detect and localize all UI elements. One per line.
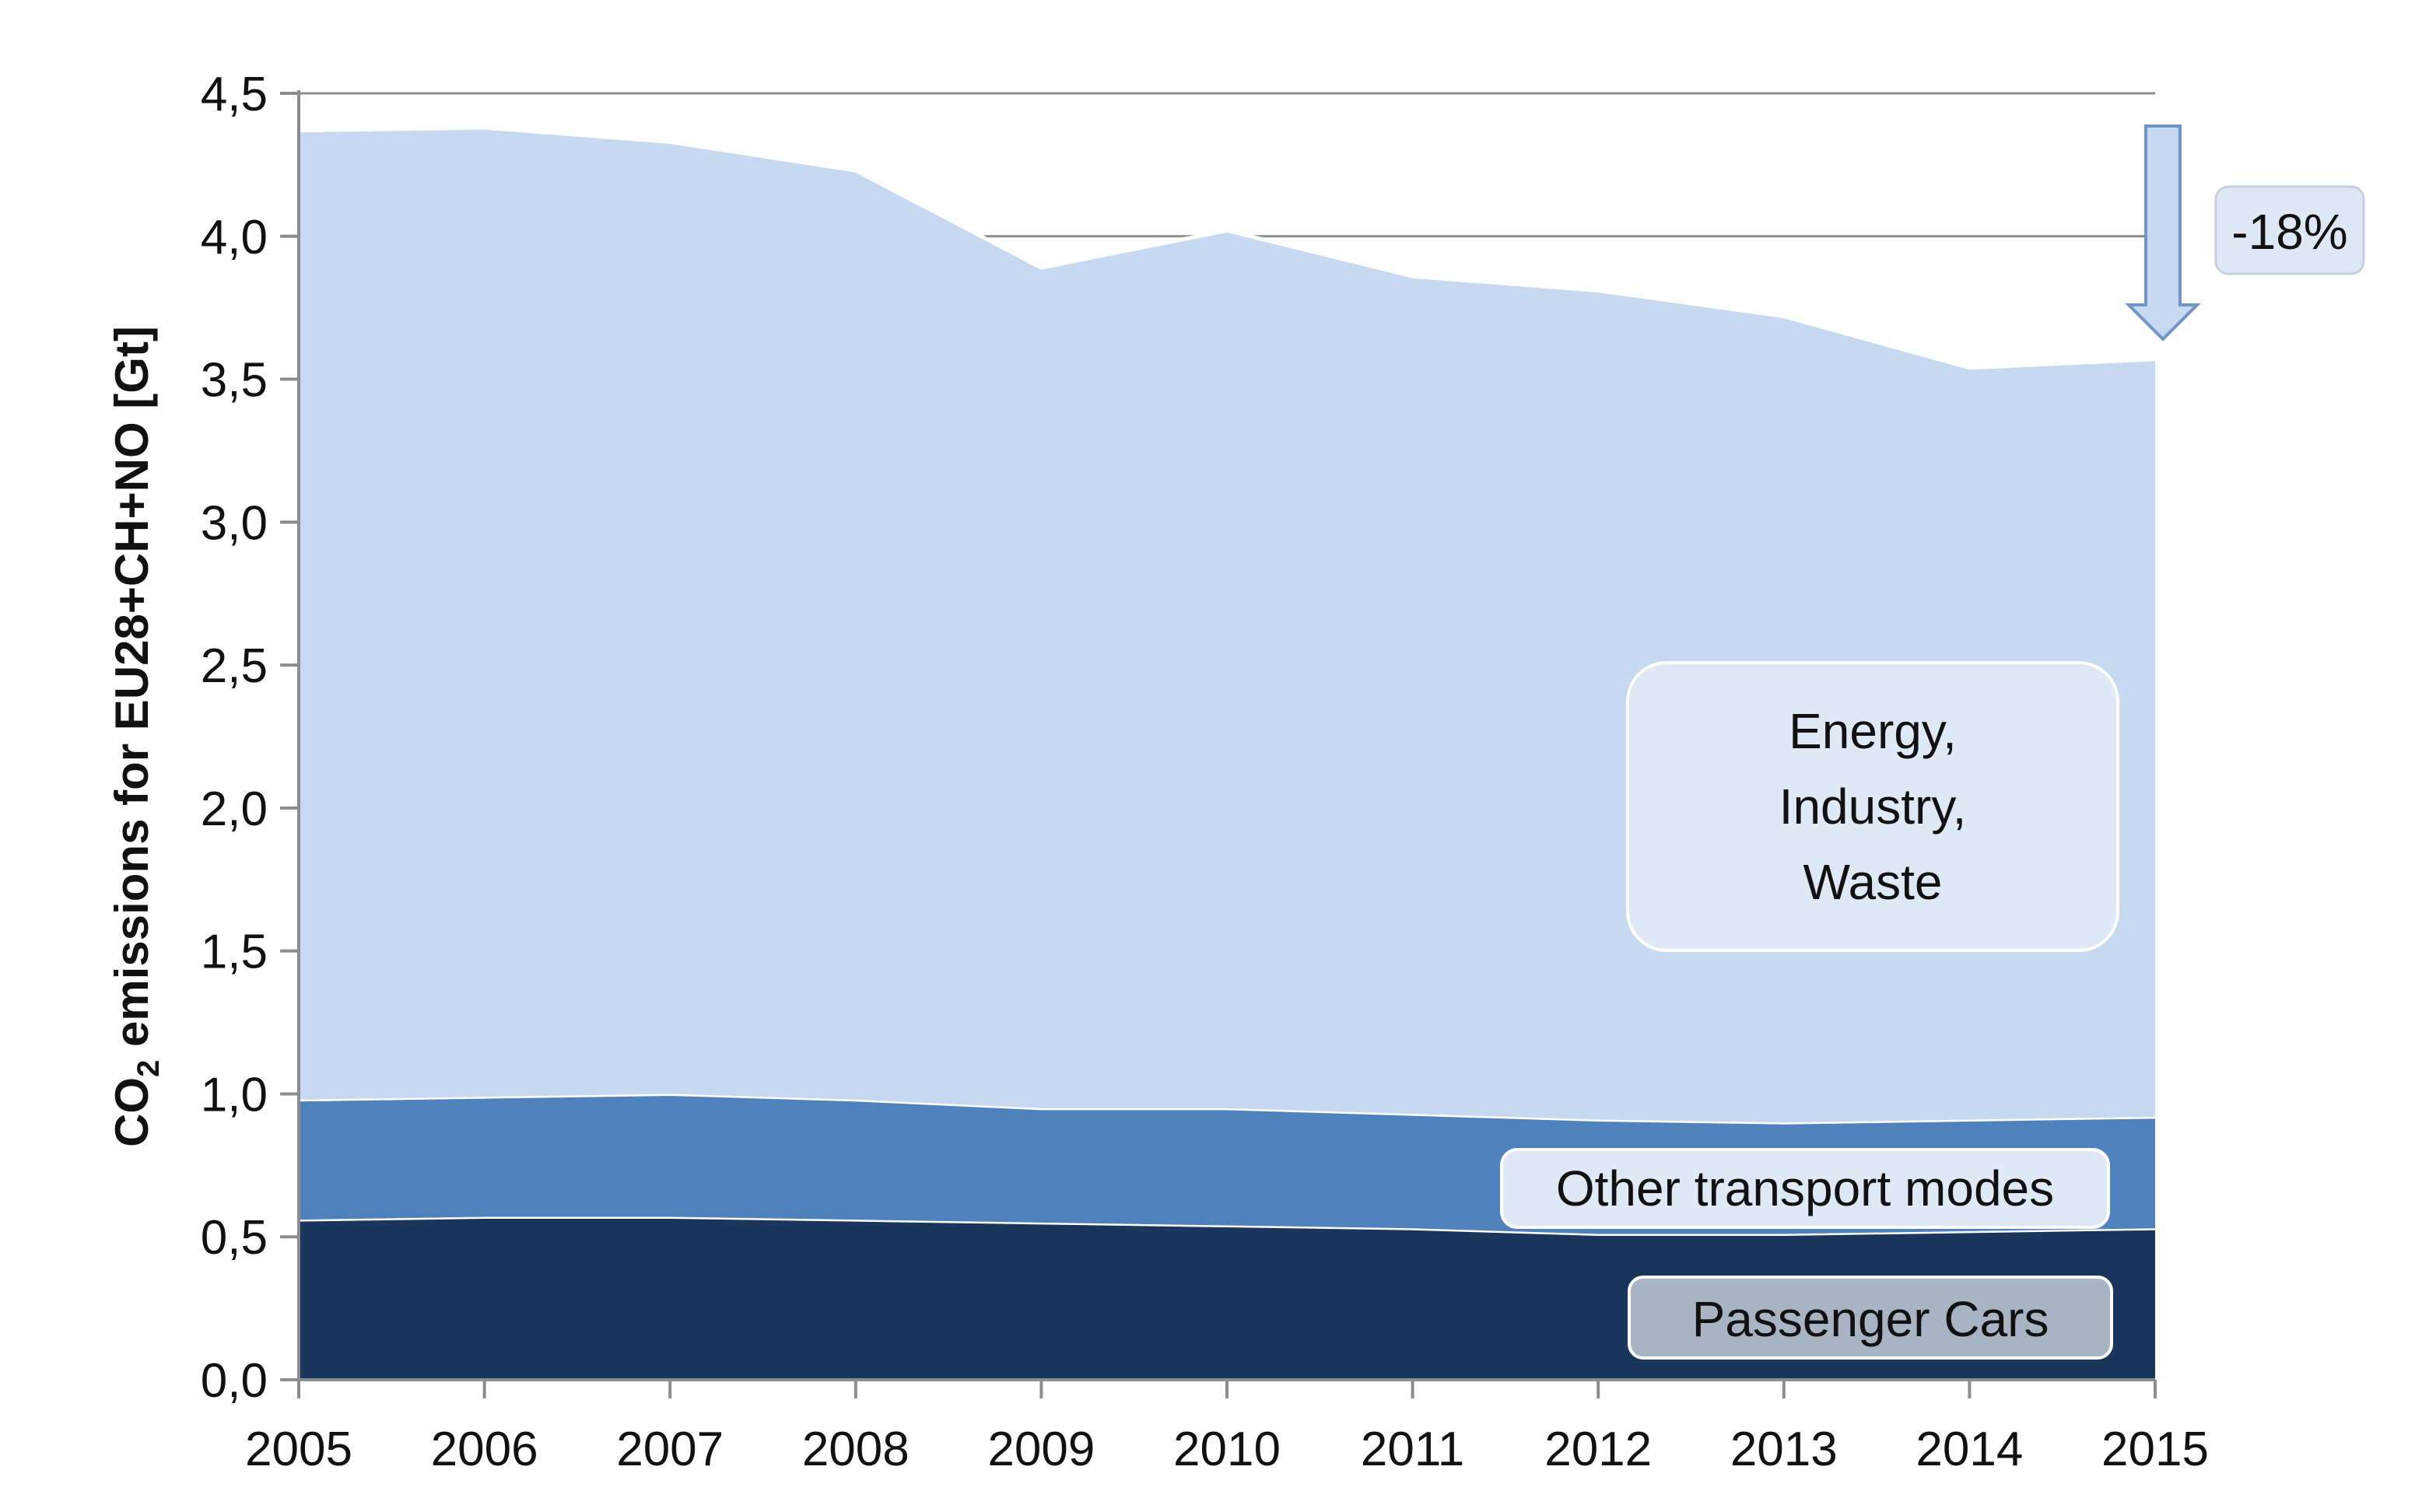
cars-label: Passenger Cars — [1692, 1291, 2049, 1347]
energy-label-line: Energy, — [1789, 703, 1957, 759]
x-tick-label: 2015 — [2101, 1423, 2209, 1476]
x-tick-label: 2014 — [1916, 1423, 2023, 1476]
y-tick-label: 0,0 — [201, 1354, 268, 1408]
energy-label-line: Industry, — [1779, 779, 1967, 835]
axes: 0,0 0,5 1,0 1,5 2,0 2,5 3,0 3,5 4,0 4,5 2005 2006 20… — [106, 68, 2209, 1476]
energy-label-box — [1626, 661, 2119, 952]
y-tick-label: 4,0 — [201, 211, 268, 264]
energy-label-line: Waste — [1803, 854, 1943, 910]
x-tick-label: 2008 — [802, 1423, 910, 1476]
y-tick-label: 3,0 — [201, 496, 268, 550]
down-arrow-icon — [2125, 124, 2201, 341]
x-tick-label: 2011 — [1361, 1423, 1464, 1476]
reduction-label: -18% — [2231, 204, 2347, 260]
area-edge-2 — [298, 125, 2156, 370]
x-tick-label: 2005 — [245, 1423, 352, 1476]
y-tick-label: 4,5 — [201, 68, 268, 121]
x-tick-label: 2007 — [616, 1423, 724, 1476]
other-label: Other transport modes — [1556, 1160, 2054, 1216]
cars-label-box — [1628, 1276, 2113, 1360]
y-tick-label: 2,0 — [201, 782, 268, 836]
x-tick-label: 2013 — [1730, 1423, 1838, 1476]
y-tick-label: 1,5 — [201, 926, 268, 979]
area-series-2 — [299, 128, 2155, 1123]
annotation: -18% — [2125, 124, 2365, 341]
y-tick-label: 2,5 — [201, 639, 268, 693]
reduction-badge — [2214, 185, 2365, 275]
series-labels: Energy, Industry, Waste Other transport mod… — [1500, 661, 2119, 1360]
x-tick-label: 2010 — [1173, 1423, 1281, 1476]
y-tick-label: 3,5 — [201, 354, 268, 408]
other-label-box — [1500, 1148, 2110, 1229]
y-tick-label: 1,0 — [201, 1068, 268, 1122]
y-tick-label: 0,5 — [201, 1211, 268, 1265]
y-axis-title: CO2 emissions for EU28+CH+NO [Gt] — [106, 326, 166, 1147]
x-tick-label: 2009 — [987, 1423, 1095, 1476]
x-tick-label: 2012 — [1544, 1423, 1652, 1476]
x-tick-label: 2006 — [431, 1423, 538, 1476]
